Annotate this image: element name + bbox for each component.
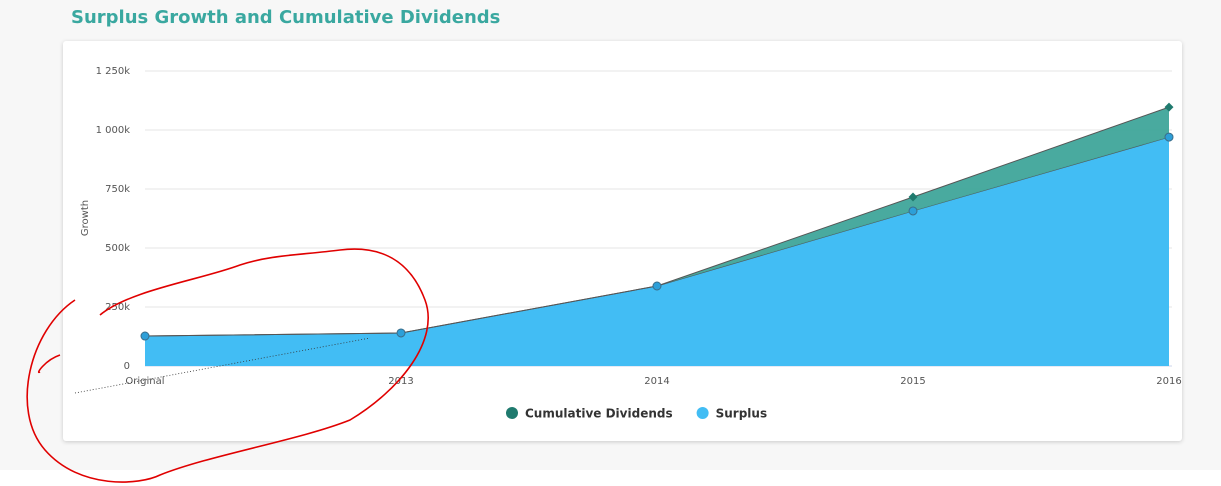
legend-label: Cumulative Dividends xyxy=(525,407,673,421)
legend-label: Surplus xyxy=(716,407,768,421)
chart-title: Surplus Growth and Cumulative Dividends xyxy=(71,7,501,28)
marker xyxy=(1164,132,1174,142)
marker xyxy=(652,281,662,291)
y-tick-label: 250k xyxy=(105,302,130,313)
plot: 0 250k 500k 750k 1 000k 1 250k Original 2013 201… xyxy=(96,66,1182,421)
y-axis-title: Growth xyxy=(80,200,91,236)
annotation-line xyxy=(74,337,371,394)
y-tick-label: 1 000k xyxy=(96,125,131,136)
legend-symbol xyxy=(506,407,518,419)
area xyxy=(145,137,1169,366)
marker xyxy=(1164,102,1174,112)
marker xyxy=(396,328,406,338)
y-tick-label: 500k xyxy=(105,243,130,254)
y-tick-label: 0 xyxy=(124,361,130,372)
x-tick-label: Original xyxy=(125,376,164,387)
marker xyxy=(908,192,918,202)
legend-symbol xyxy=(696,407,709,419)
x-tick-label: 2015 xyxy=(900,376,925,387)
y-tick-label: 1 250k xyxy=(96,66,131,77)
marker xyxy=(140,331,150,341)
x-tick-label: 2016 xyxy=(1156,376,1181,387)
marker xyxy=(908,206,918,216)
y-tick-label: 750k xyxy=(105,184,130,195)
annotation-circle xyxy=(26,248,429,483)
x-tick-label: 2013 xyxy=(388,376,413,387)
x-tick-label: 2014 xyxy=(644,376,669,387)
